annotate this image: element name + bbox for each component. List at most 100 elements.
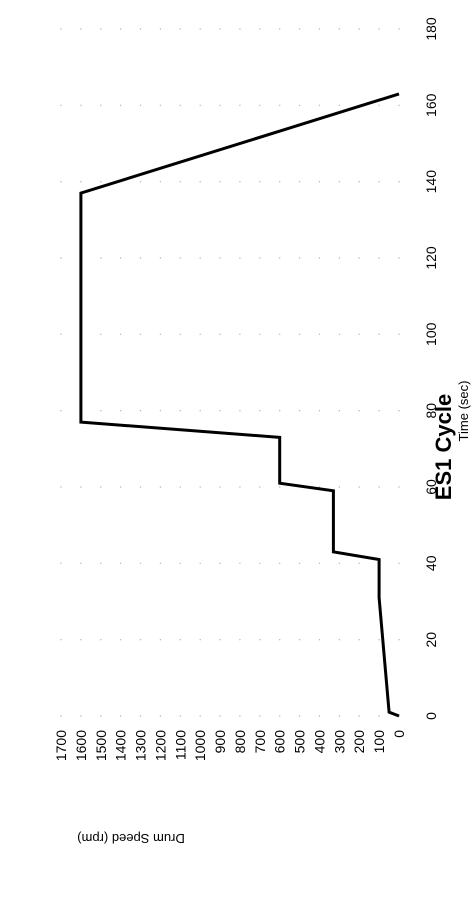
grid-dot — [358, 562, 360, 564]
grid-dot — [60, 104, 62, 107]
grid-dot — [179, 562, 181, 564]
grid-dot — [398, 486, 400, 488]
grid-dot — [298, 28, 301, 30]
grid-dot — [239, 486, 241, 488]
grid-dot — [80, 104, 82, 107]
grid-dot — [259, 715, 261, 717]
grid-dot — [60, 639, 62, 641]
y-tick-label: 1700 — [53, 730, 69, 761]
y-tick-label: 1000 — [192, 730, 208, 761]
x-tick-label: 0 — [423, 712, 439, 720]
grid-dot — [398, 181, 400, 183]
grid-dot — [279, 639, 281, 641]
grid-dot — [239, 104, 241, 107]
y-tick-label: 1600 — [73, 730, 89, 761]
grid-dot — [378, 257, 380, 259]
grid-dot — [199, 104, 201, 107]
grid-dot — [139, 715, 142, 717]
grid-dot — [398, 639, 400, 641]
y-tick-label: 1200 — [152, 730, 168, 761]
grid-dot — [179, 410, 181, 412]
grid-dot — [378, 486, 380, 488]
grid-dot — [279, 28, 281, 30]
grid-dot — [318, 715, 321, 717]
grid-dot — [159, 562, 162, 564]
x-tick-label: 60 — [423, 479, 439, 495]
grid-dot — [60, 28, 62, 30]
grid-dot — [259, 562, 261, 564]
grid-dot — [378, 333, 380, 335]
grid-dot — [139, 639, 142, 641]
grid-dot — [259, 104, 261, 107]
grid-dot — [179, 486, 181, 488]
y-tick-label: 800 — [232, 730, 248, 754]
grid-dot — [398, 333, 400, 335]
x-tick-label: 80 — [423, 403, 439, 419]
grid-dot — [398, 104, 400, 107]
grid-dot — [259, 28, 261, 30]
x-tick-label: 20 — [423, 632, 439, 648]
y-tick-label: 900 — [212, 730, 228, 754]
grid-dot — [298, 410, 301, 412]
grid-dot — [219, 715, 221, 717]
grid-dot — [358, 410, 360, 412]
x-tick-label: 100 — [423, 322, 439, 346]
chart-title: ES1 Cycle — [431, 394, 456, 500]
grid-dot — [100, 562, 102, 564]
grid-dot — [318, 181, 321, 183]
grid-dot — [358, 28, 360, 30]
y-tick-label: 400 — [312, 730, 328, 754]
y-tick-label: 600 — [272, 730, 288, 754]
grid-dot — [338, 486, 341, 488]
grid-dot — [259, 410, 261, 412]
grid-dot — [338, 715, 341, 717]
grid-dot — [338, 562, 341, 564]
y-tick-label: 200 — [351, 730, 367, 754]
grid-dot — [298, 257, 301, 259]
grid-dot — [139, 562, 142, 564]
grid-dot — [298, 104, 301, 107]
grid-dot — [378, 639, 380, 641]
grid-dot — [80, 562, 82, 564]
grid-dot — [159, 257, 162, 259]
grid-dot — [199, 257, 201, 259]
grid-dot — [279, 257, 281, 259]
x-tick-label: 180 — [423, 17, 439, 41]
grid-dot — [60, 333, 62, 335]
grid-dot — [60, 257, 62, 259]
grid-dot — [259, 333, 261, 335]
grid-dot — [378, 28, 380, 30]
grid-dot — [159, 333, 162, 335]
grid-dot — [100, 28, 102, 30]
grid-dot — [279, 562, 281, 564]
grid-dot — [159, 181, 162, 183]
grid — [60, 28, 400, 717]
grid-dot — [199, 410, 201, 412]
y-axis-label: Drum Speed (rpm) — [77, 831, 185, 846]
grid-dot — [119, 104, 122, 107]
grid-dot — [179, 28, 181, 30]
grid-dot — [119, 28, 122, 30]
x-tick-label: 140 — [423, 170, 439, 194]
grid-dot — [80, 181, 82, 183]
grid-dot — [219, 104, 221, 107]
grid-dot — [378, 104, 380, 107]
grid-dot — [119, 715, 122, 717]
grid-dot — [279, 181, 281, 183]
grid-dot — [318, 104, 321, 107]
grid-dot — [239, 257, 241, 259]
y-tick-label: 1300 — [133, 730, 149, 761]
grid-dot — [80, 715, 82, 717]
grid-dot — [219, 486, 221, 488]
grid-dot — [159, 639, 162, 641]
grid-dot — [338, 333, 341, 335]
grid-dot — [100, 181, 102, 183]
grid-dot — [298, 333, 301, 335]
y-tick-label: 1500 — [93, 730, 109, 761]
x-tick-label: 40 — [423, 555, 439, 571]
grid-dot — [100, 715, 102, 717]
grid-dot — [239, 715, 241, 717]
y-tick-label: 700 — [252, 730, 268, 754]
grid-dot — [378, 715, 380, 717]
grid-dot — [298, 715, 301, 717]
